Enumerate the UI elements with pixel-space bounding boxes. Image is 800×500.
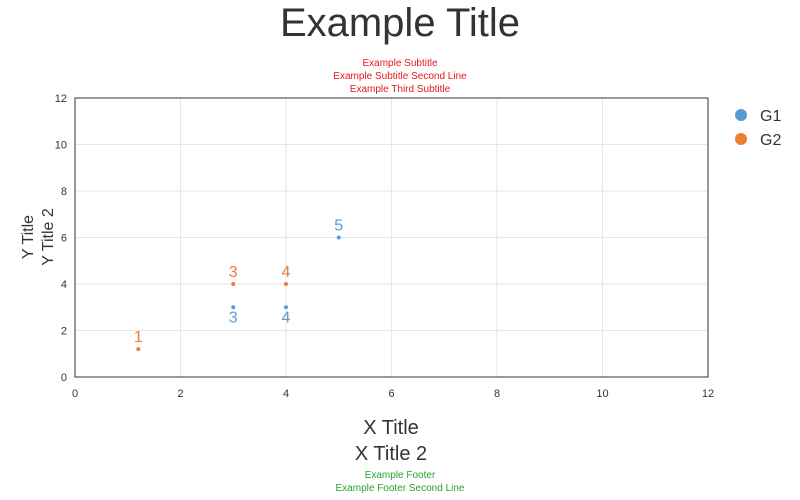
- chart-footer-1: Example Footer: [365, 470, 436, 481]
- y-tick-label: 2: [61, 326, 67, 338]
- x-axis-title: X Title: [363, 417, 419, 439]
- grid-lines: [75, 98, 708, 377]
- data-point-g1-2: [336, 235, 341, 240]
- x-tick-label: 12: [702, 388, 714, 400]
- x-tick-label: 10: [596, 388, 608, 400]
- data-points: 3 4 5 1 3 4: [134, 218, 343, 352]
- y-tick-label: 0: [61, 372, 67, 384]
- data-point-g1-1: [284, 305, 288, 310]
- legend-label-g2: G2: [760, 132, 781, 149]
- data-label-g1-2: 5: [334, 218, 343, 235]
- chart-subtitle-2: Example Subtitle Second Line: [333, 71, 467, 82]
- x-tick-label: 6: [388, 388, 394, 400]
- data-label-g2-2: 4: [282, 264, 291, 281]
- data-point-g2-1: [231, 282, 236, 286]
- y-tick-label: 12: [55, 93, 67, 105]
- data-label-g1-0: 3: [229, 309, 238, 326]
- x-tick-label: 8: [494, 388, 500, 400]
- x-tick-label: 0: [72, 388, 78, 400]
- legend-label-g1: G1: [760, 108, 781, 125]
- data-point-g1-0: [231, 305, 236, 310]
- legend-marker-g1: [735, 109, 747, 121]
- chart-title: Example Title: [280, 1, 520, 45]
- data-point-g2-2: [284, 282, 288, 286]
- x-tick-label: 2: [177, 388, 183, 400]
- y-axis-title-2: Y Title 2: [40, 208, 57, 266]
- y-tick-label: 6: [61, 233, 67, 245]
- data-label-g2-0: 1: [134, 329, 143, 346]
- x-tick-label: 4: [283, 388, 289, 400]
- data-label-g2-1: 3: [229, 264, 238, 281]
- data-label-g1-1: 4: [282, 309, 291, 326]
- y-tick-label: 10: [55, 140, 67, 152]
- chart-subtitle-3: Example Third Subtitle: [350, 84, 451, 95]
- y-tick-label: 8: [61, 186, 67, 198]
- legend-marker-g2: [735, 133, 747, 145]
- axes: [74, 97, 709, 378]
- chart-subtitle-1: Example Subtitle: [362, 58, 437, 69]
- chart-footer-2: Example Footer Second Line: [336, 483, 465, 494]
- data-point-g2-0: [136, 347, 141, 352]
- y-tick-label: 4: [61, 279, 67, 291]
- y-axis-title: Y Title: [20, 215, 37, 259]
- x-axis-title-2: X Title 2: [355, 443, 427, 465]
- tick-labels: 0 2 4 6 8 10 12 0 2 4 6 8 10 12: [55, 93, 714, 400]
